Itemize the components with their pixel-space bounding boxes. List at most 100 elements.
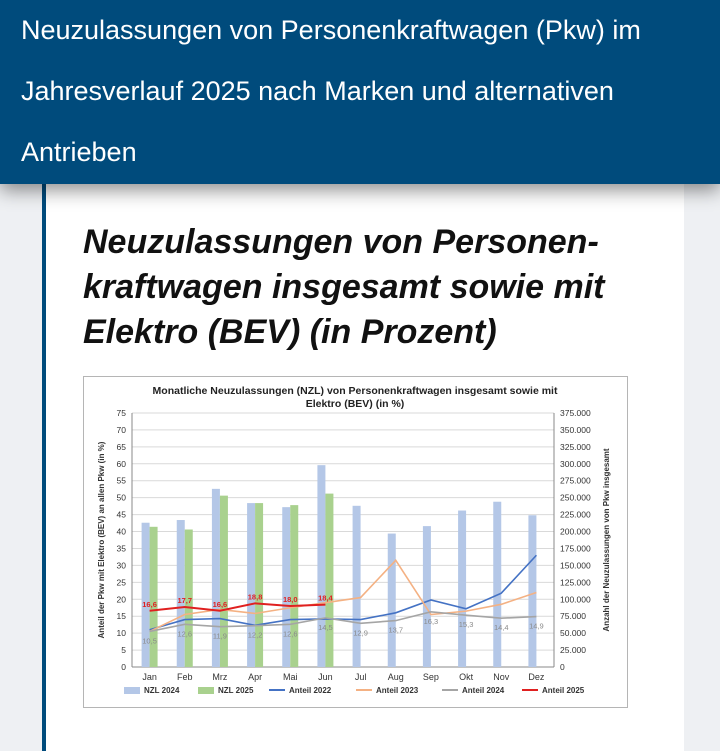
x-tick-label: Aug: [388, 672, 404, 682]
y-tick-label: 5: [121, 645, 126, 655]
data-label-2024: 13,7: [388, 626, 403, 635]
x-tick-label: Jun: [318, 672, 333, 682]
y2-tick-label: 25.000: [560, 645, 586, 655]
bar-nzl-2024: [422, 526, 431, 667]
bar-nzl-2024: [211, 488, 220, 667]
data-label-2025: 18,0: [283, 595, 298, 604]
bar-nzl-2025: [149, 526, 158, 667]
y-tick-label: 50: [117, 493, 127, 503]
data-label-2024: 12,6: [283, 629, 298, 638]
y2-tick-label: 275.000: [560, 476, 591, 486]
bar-nzl-2025: [290, 505, 299, 667]
data-label-2024: 11,9: [213, 632, 227, 641]
data-label-2025: 17,7: [177, 596, 192, 605]
bar-nzl-2025: [255, 503, 264, 667]
data-label-2025: 18,8: [248, 592, 263, 601]
y-tick-label: 60: [117, 459, 127, 469]
bar-nzl-2024: [493, 501, 502, 667]
x-tick-label: Mai: [283, 672, 298, 682]
legend-label-anteil-2025: Anteil 2025: [542, 686, 585, 695]
y2-tick-label: 50.000: [560, 628, 586, 638]
x-tick-label: Jan: [142, 672, 157, 682]
legend-label-nzl-2025: NZL 2025: [218, 686, 254, 695]
y2-tick-label: 375.000: [560, 408, 591, 418]
bar-nzl-2024: [528, 515, 537, 667]
legend-label-nzl-2024: NZL 2024: [144, 686, 180, 695]
bar-nzl-2024: [317, 465, 326, 667]
x-tick-label: Jul: [355, 672, 367, 682]
chart-title-line-2: Elektro (BEV) (in %): [306, 398, 405, 410]
section-title: Neuzulassungen von Personen-kraftwagen i…: [83, 223, 605, 351]
y-tick-label: 25: [117, 577, 127, 587]
y-tick-label: 65: [117, 442, 127, 452]
data-label-2024: 12,2: [248, 631, 263, 640]
page-title: Neuzulassungen von Personenkraftwagen (P…: [21, 15, 641, 167]
chart-title-line-1: Monatliche Neuzulassungen (NZL) von Pers…: [153, 385, 558, 397]
line-anteil-2024: [149, 610, 537, 633]
y2-tick-label: 225.000: [560, 510, 591, 520]
y-tick-label: 75: [117, 408, 127, 418]
x-tick-label: Mrz: [212, 672, 227, 682]
bar-nzl-2024: [247, 503, 256, 667]
data-label-2024: 12,6: [177, 629, 192, 638]
y2-tick-label: 100.000: [560, 594, 591, 604]
x-tick-label: Apr: [248, 672, 262, 682]
y2-tick-label: 75.000: [560, 611, 586, 621]
y2-tick-label: 125.000: [560, 577, 591, 587]
y-tick-label: 35: [117, 543, 127, 553]
bar-nzl-2025: [184, 529, 193, 667]
y-tick-label: 20: [117, 594, 127, 604]
bar-nzl-2024: [352, 505, 361, 667]
y2-tick-label: 350.000: [560, 425, 591, 435]
y-tick-label: 0: [121, 662, 126, 672]
bar-nzl-2025: [219, 495, 228, 667]
bar-nzl-2024: [387, 533, 396, 667]
data-label-2024: 15,3: [459, 620, 474, 629]
x-tick-label: Sep: [423, 672, 439, 682]
y2-tick-label: 150.000: [560, 560, 591, 570]
x-tick-label: Dez: [528, 672, 545, 682]
y-tick-label: 45: [117, 510, 127, 520]
bar-nzl-2024: [141, 522, 150, 667]
chart-container: Monatliche Neuzulassungen (NZL) von Pers…: [83, 376, 628, 708]
y-tick-label: 10: [117, 628, 127, 638]
y2-tick-label: 300.000: [560, 459, 591, 469]
bar-nzl-2024: [458, 510, 467, 667]
bar-nzl-2024: [176, 520, 185, 667]
legend-label-anteil-2023: Anteil 2023: [376, 686, 419, 695]
legend-label-anteil-2022: Anteil 2022: [289, 686, 332, 695]
y2-tick-label: 325.000: [560, 442, 591, 452]
data-label-2024: 14,4: [494, 623, 509, 632]
line-anteil-2022: [149, 554, 538, 631]
y-tick-label: 70: [117, 425, 127, 435]
page-header: Neuzulassungen von Personenkraftwagen (P…: [0, 0, 720, 184]
data-label-2024: 16,3: [424, 617, 439, 626]
y2-tick-label: 200.000: [560, 527, 591, 537]
data-label-2025: 18,4: [318, 594, 333, 603]
legend-swatch-nzl-2024: [124, 687, 140, 694]
x-tick-label: Okt: [459, 672, 474, 682]
data-label-2024: 12,9: [353, 628, 368, 637]
y2-tick-label: 175.000: [560, 543, 591, 553]
y2-tick-label: 0: [560, 662, 565, 672]
data-label-2025: 16,6: [142, 600, 157, 609]
legend-swatch-nzl-2025: [198, 687, 214, 694]
data-label-2024: 10,5: [142, 636, 157, 645]
bar-nzl-2025: [325, 493, 334, 667]
y-axis-title: Anteil der Pkw mit Elektro (BEV) an alle…: [97, 441, 106, 638]
bev-chart: Monatliche Neuzulassungen (NZL) von Pers…: [97, 385, 611, 695]
y-tick-label: 30: [117, 560, 127, 570]
y-tick-label: 40: [117, 527, 127, 537]
x-tick-label: Feb: [177, 672, 193, 682]
y2-tick-label: 250.000: [560, 493, 591, 503]
y-tick-label: 15: [117, 611, 127, 621]
content-card: Neuzulassungen von Personen-kraftwagen i…: [42, 184, 684, 751]
y-tick-label: 55: [117, 476, 127, 486]
data-label-2024: 14,9: [529, 622, 544, 631]
legend-label-anteil-2024: Anteil 2024: [462, 686, 505, 695]
bar-nzl-2024: [282, 507, 291, 667]
data-label-2024: 14,5: [318, 623, 333, 632]
y2-axis-title: Anzahl der Neuzulassungen von Pkw insges…: [602, 448, 611, 631]
line-anteil-2025: [149, 602, 326, 612]
data-label-2025: 16,6: [213, 600, 228, 609]
